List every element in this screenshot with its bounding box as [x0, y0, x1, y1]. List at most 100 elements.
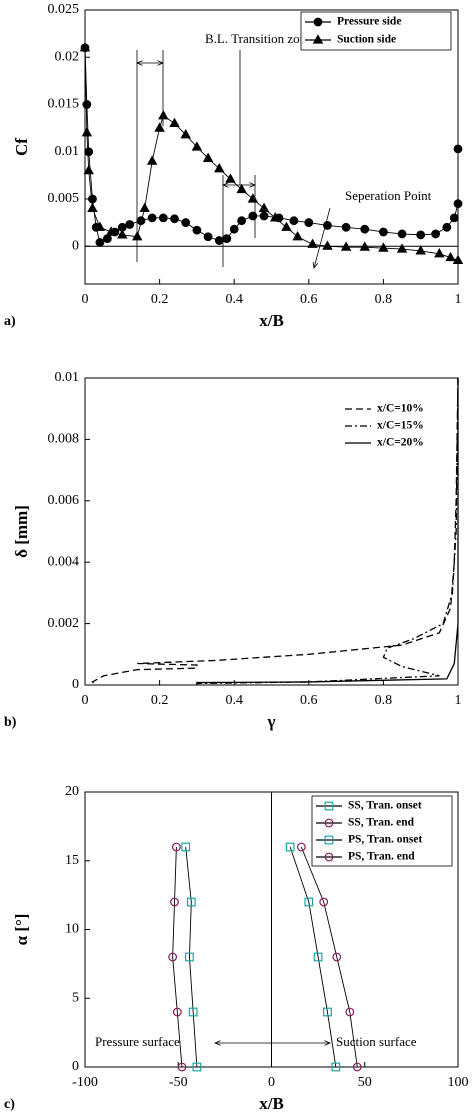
x-tick-label: 0.2 [151, 693, 169, 708]
data-point [289, 216, 299, 226]
legend-label: Suction side [337, 34, 396, 46]
legend-marker [312, 34, 324, 44]
data-point [259, 211, 269, 221]
legend-label: x/C=10% [377, 403, 424, 415]
annotation: B.L. Transition zone [205, 31, 312, 46]
data-point [168, 952, 178, 962]
data-point [131, 231, 143, 241]
data-point [154, 122, 165, 132]
data-point [360, 224, 370, 234]
data-point [323, 221, 332, 230]
legend-marker [324, 852, 334, 862]
series-line [185, 846, 198, 1068]
panel-label: a) [4, 314, 16, 329]
x-tick-label: -50 [169, 1075, 188, 1090]
x-tick-label: 0.4 [225, 292, 243, 307]
data-point [281, 221, 292, 231]
y-tick-label: 0.02 [55, 49, 80, 64]
data-point [449, 213, 459, 223]
x-tick-label: 0 [82, 693, 89, 708]
data-point [453, 199, 463, 209]
data-point [237, 216, 247, 226]
x-tick-label: 0.8 [375, 292, 393, 307]
data-point [181, 842, 191, 852]
x-tick-label: 0 [268, 1075, 275, 1090]
series-line [84, 47, 459, 261]
data-point [192, 225, 202, 235]
annotation-guides [137, 50, 330, 1043]
data-point [105, 226, 117, 236]
series-line [196, 377, 459, 685]
y-tick-label: 10 [65, 922, 79, 937]
data-point [192, 1062, 202, 1072]
data-point [170, 214, 179, 224]
data-point [146, 155, 158, 165]
data-point [172, 1007, 182, 1017]
data-point [147, 213, 157, 223]
data-point [415, 245, 426, 255]
data-point [171, 842, 181, 852]
y-tick-label: 0.006 [48, 493, 80, 508]
series-line [172, 846, 183, 1068]
legend-marker [324, 818, 334, 828]
panel-label: b) [4, 715, 17, 730]
y-tick-label: 0 [72, 238, 79, 253]
data-point [125, 220, 135, 229]
legend-marker [324, 835, 334, 845]
data-point [323, 1007, 332, 1017]
y-tick-label: 20 [65, 784, 79, 799]
y-tick-label: 0.01 [55, 370, 80, 385]
data-point [247, 193, 259, 203]
x-tick-label: 0 [82, 292, 89, 307]
x-tick-label: -100 [72, 1075, 98, 1090]
series-line [289, 846, 337, 1068]
data-point [225, 173, 236, 183]
x-tick-label: 0.8 [375, 693, 393, 708]
data-point [359, 241, 370, 251]
data-point [248, 211, 258, 221]
y-tick-label: 0.004 [48, 554, 80, 569]
x-tick-label: 1 [455, 292, 462, 307]
data-point [84, 147, 94, 157]
data-point [396, 243, 408, 253]
data-point [270, 212, 281, 222]
data-point [442, 222, 452, 232]
data-point [331, 1062, 341, 1072]
data-point [102, 234, 112, 244]
series-line [84, 47, 459, 244]
y-tick-label: 0 [72, 1059, 79, 1074]
x-tick-label: 0.4 [225, 693, 243, 708]
legend-label: SS, Tran. onset [348, 800, 422, 812]
legend-label: PS, Tran. end [348, 851, 415, 863]
data-point [236, 183, 247, 194]
y-axis-label: Cf [12, 138, 31, 156]
data-point [177, 1062, 187, 1072]
data-point [117, 229, 128, 239]
y-tick-label: 0 [72, 677, 79, 692]
x-axis-label: γ [267, 712, 276, 731]
data-point [307, 238, 318, 248]
x-tick-label: 0.6 [300, 693, 318, 708]
data-point [345, 1007, 355, 1017]
data-point [180, 128, 191, 139]
data-point [322, 240, 333, 250]
data-point [379, 227, 388, 237]
data-point [285, 842, 295, 852]
plot-frame [84, 9, 459, 285]
data-point [378, 242, 389, 252]
data-point [79, 42, 91, 52]
data-point [188, 1007, 198, 1017]
series-line [300, 846, 358, 1068]
data-point [319, 897, 329, 907]
data-point [214, 163, 225, 173]
data-point [94, 221, 106, 231]
x-axis-label: x/B [259, 311, 284, 330]
data-point [87, 202, 98, 213]
data-point [304, 897, 314, 907]
data-point [332, 952, 342, 962]
data-point [202, 152, 214, 162]
data-point [136, 216, 146, 226]
legend-label: x/C=15% [377, 420, 424, 432]
data-point [95, 238, 105, 247]
data-point [313, 952, 323, 962]
